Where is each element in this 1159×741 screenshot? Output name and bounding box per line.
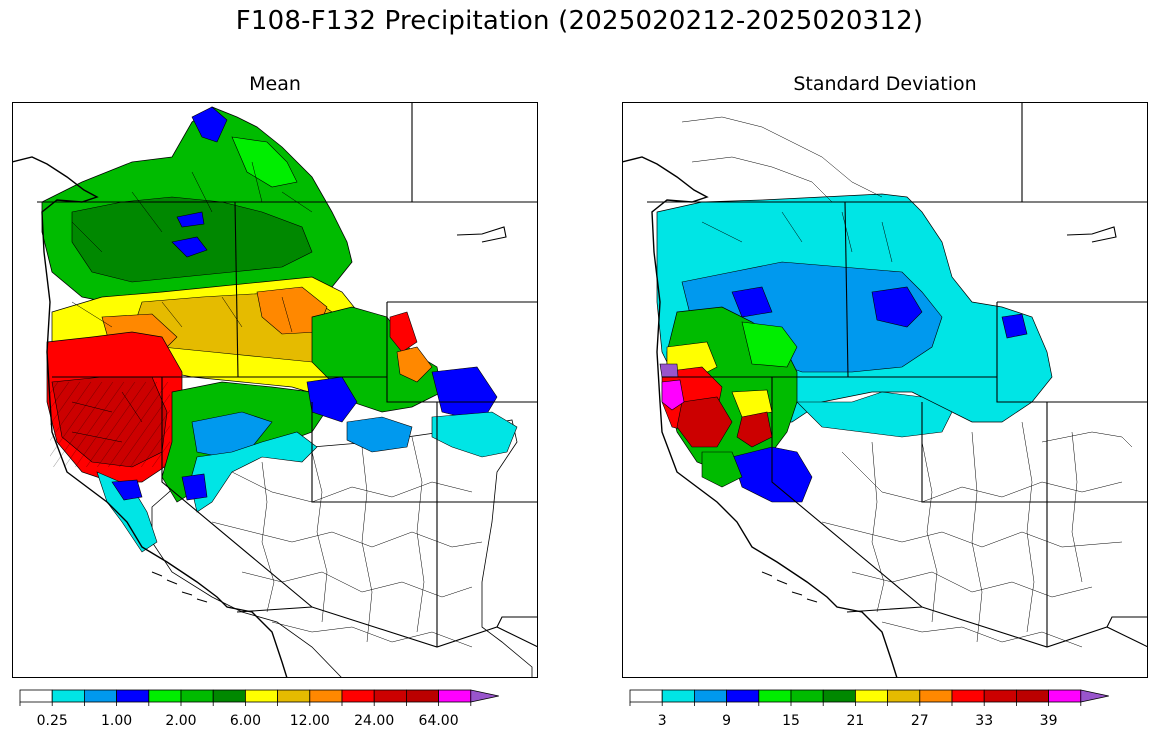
stddev-tick-label-7: 39 xyxy=(1040,713,1058,729)
stddev-colorbar-swatch-12 xyxy=(983,689,1017,703)
mean-colorbar-swatch-12 xyxy=(373,689,407,703)
coastline xyxy=(622,156,898,678)
mean-colorbar-swatch-13 xyxy=(405,689,439,703)
mean-map-frame xyxy=(12,102,538,678)
region-blue-east xyxy=(306,366,498,423)
mean-tick-label-5: 12.00 xyxy=(290,713,330,729)
stddev-colorbar-swatch-10 xyxy=(919,689,953,703)
mean-colorbar: 0.25 1.00 2.00 6.00 12.00 24.00 64.00 xyxy=(19,689,499,729)
state-boundaries xyxy=(37,102,538,648)
islands xyxy=(151,571,208,603)
stddev-colorbar-swatch-4 xyxy=(726,689,760,703)
stddev-colorbar-swatch-8 xyxy=(854,689,888,703)
stddev-tick-label-2: 9 xyxy=(722,713,731,729)
stddev-tick-label-1: 3 xyxy=(658,713,667,729)
mean-colorbar-swatch-8 xyxy=(244,689,278,703)
state-boundaries xyxy=(647,102,1148,648)
mean-colorbar-swatch-10 xyxy=(309,689,343,703)
stddev-colorbar-swatch-9 xyxy=(887,689,921,703)
stddev-colorbar-swatch-5 xyxy=(758,689,792,703)
region-blue-north xyxy=(731,286,1028,339)
stddev-panel-title: Standard Deviation xyxy=(793,73,977,95)
stddev-map xyxy=(622,102,1148,678)
stddev-colorbar-swatch-11 xyxy=(951,689,985,703)
mean-tick-label-1: 0.25 xyxy=(37,713,68,729)
mean-map xyxy=(12,102,538,678)
stddev-tick-label-4: 21 xyxy=(846,713,864,729)
region-cyan-south xyxy=(796,391,953,438)
stddev-colorbar-swatch-7 xyxy=(822,689,856,703)
region-blue-lake xyxy=(171,211,208,258)
islands xyxy=(761,571,818,603)
stddev-colorbar: 3 9 15 21 27 33 39 xyxy=(629,689,1109,729)
region-green-south xyxy=(701,451,743,488)
stddev-tick-label-6: 33 xyxy=(975,713,993,729)
mean-colorbar-swatch-1 xyxy=(19,689,53,703)
region-darkred-west xyxy=(676,396,773,448)
mean-tick-label-3: 2.00 xyxy=(165,713,196,729)
region-skyblue-east xyxy=(346,416,413,453)
stddev-colorbar-swatch-6 xyxy=(790,689,824,703)
region-blue-north xyxy=(191,106,228,143)
mean-colorbar-swatch-6 xyxy=(180,689,214,703)
stddev-tick-label-5: 27 xyxy=(911,713,929,729)
mean-tick-label-7: 64.00 xyxy=(419,713,459,729)
region-magenta-west xyxy=(661,379,685,411)
region-cyan-central xyxy=(189,431,318,513)
mean-tick-label-4: 6.00 xyxy=(230,713,261,729)
stddev-colorbar-swatch-1 xyxy=(629,689,663,703)
mean-colorbar-swatch-15 xyxy=(470,689,499,703)
region-orange-east xyxy=(396,346,433,383)
region-brightgreen-north xyxy=(231,136,298,188)
stddev-colorbar-swatch-13 xyxy=(1015,689,1049,703)
mean-colorbar-swatch-5 xyxy=(148,689,182,703)
stddev-colorbar-swatch-14 xyxy=(1048,689,1082,703)
mean-colorbar-swatch-4 xyxy=(116,689,150,703)
mean-colorbar-swatch-7 xyxy=(212,689,246,703)
mean-tick-label-6: 24.00 xyxy=(354,713,394,729)
mean-colorbar-swatch-11 xyxy=(341,689,375,703)
stddev-map-frame xyxy=(622,102,1148,678)
mean-panel-title: Mean xyxy=(249,73,301,95)
stddev-colorbar-swatch-2 xyxy=(661,689,695,703)
mean-colorbar-labels: 0.25 1.00 2.00 6.00 12.00 24.00 64.00 xyxy=(37,713,459,729)
mean-colorbar-swatch-3 xyxy=(84,689,118,703)
region-blue-south xyxy=(111,473,208,501)
region-red-east xyxy=(389,311,418,353)
basin-outlines xyxy=(681,116,1133,648)
mean-colorbar-swatch-9 xyxy=(277,689,311,703)
mean-tick-label-2: 1.00 xyxy=(101,713,132,729)
stddev-colorbar-labels: 3 9 15 21 27 33 39 xyxy=(658,713,1058,729)
mean-colorbar-boxes xyxy=(19,689,499,706)
stddev-tick-label-3: 15 xyxy=(782,713,800,729)
hatch-detail xyxy=(50,382,170,467)
figure-title: F108-F132 Precipitation (2025020212-2025… xyxy=(235,6,924,36)
stddev-colorbar-swatch-15 xyxy=(1080,689,1109,703)
mean-colorbar-swatch-2 xyxy=(51,689,85,703)
coastline xyxy=(12,156,288,678)
region-purple-west xyxy=(659,363,679,378)
stddev-colorbar-swatch-3 xyxy=(694,689,728,703)
region-cyan-east xyxy=(431,411,518,458)
mean-colorbar-swatch-14 xyxy=(438,689,472,703)
region-brightgreen-west xyxy=(741,321,798,368)
stddev-colorbar-boxes xyxy=(629,689,1109,706)
